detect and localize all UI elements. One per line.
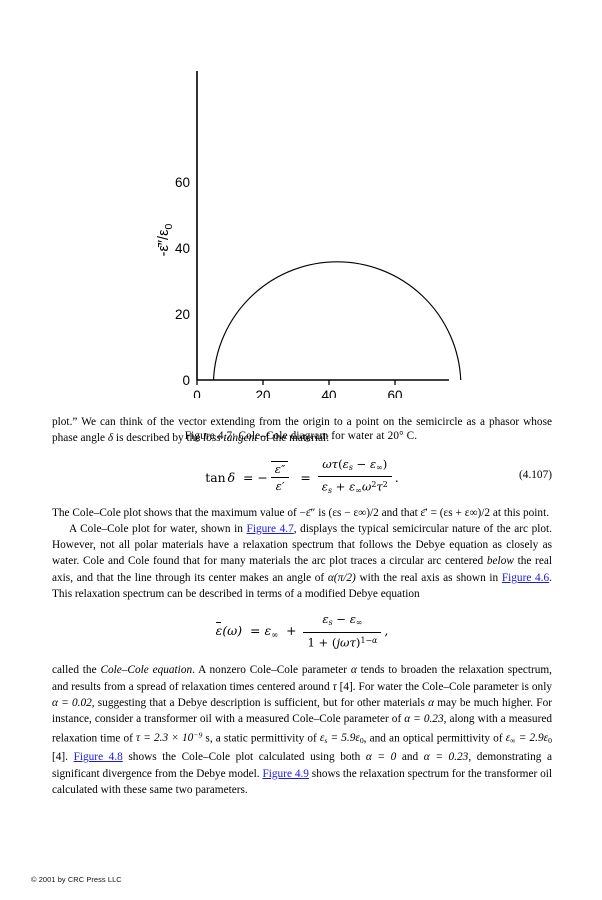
eq1-frac-left-num: ε″ xyxy=(270,460,290,478)
p4-alpha-value-water: α = 0.02 xyxy=(52,696,92,709)
eq2-comma: , xyxy=(384,623,389,639)
eq2-equals: = xyxy=(250,623,261,639)
x-tick-label-40: 40 xyxy=(321,388,336,398)
p3-text-a: A Cole–Cole plot for water, shown in xyxy=(69,522,247,535)
p4-cole-cole-equation: Cole–Cole equation xyxy=(100,664,193,677)
p4-alpha-value-oil: α = 0.23 xyxy=(404,713,444,726)
p3-text-c: the real axis, and that the line through… xyxy=(52,555,552,584)
p4-tau-1: τ xyxy=(332,680,337,693)
eq1-equals: = xyxy=(243,469,254,485)
eq1-tan: tan xyxy=(205,469,226,485)
x-tick-label-60: 60 xyxy=(387,388,402,398)
p3-text-d: with the real axis as shown in xyxy=(355,571,502,584)
x-tick-label-0: 0 xyxy=(193,388,201,398)
p4-text-i: , and an optical permittivity of xyxy=(363,732,506,745)
p4-text-b: . A nonzero Cole–Cole parameter xyxy=(192,664,351,677)
p1-delta: δ xyxy=(107,432,114,445)
paragraph-4: called the Cole–Cole equation. A nonzero… xyxy=(52,662,552,798)
equation-4-107: tan δ = − ε″ ε′ = ωτ(εs − ε∞) εs + ε∞ω2τ2 … xyxy=(52,456,552,496)
p1-text-b: is described by the xyxy=(113,432,204,445)
y-tick-label-20: 20 xyxy=(175,307,190,322)
eq2-fraction: εs − ε∞ 1 + (jωτ)1−α xyxy=(303,612,382,650)
equation-4-107-body: tan δ = − ε″ ε′ = ωτ(εs − ε∞) εs + ε∞ω2τ2 … xyxy=(52,457,552,499)
y-axis-title-sub: 0 xyxy=(163,223,175,229)
p4-text-l: and xyxy=(396,751,424,764)
p4-text-m: , demonstrating a significant divergence… xyxy=(52,751,552,780)
eq1-frac-left-den: ε′ xyxy=(270,476,290,493)
equation-modified-debye: ε(ω) = ε∞ + εs − ε∞ 1 + (jωτ)1−α , xyxy=(52,611,552,653)
chart-svg: 0 20 40 60 0 20 40 60 -ε̄″/ε0 ε̄′/ε0 xyxy=(156,71,462,398)
cole-cole-chart: 0 20 40 60 0 20 40 60 -ε̄″/ε0 ε̄′/ε0 xyxy=(0,58,602,398)
paragraph-3: A Cole–Cole plot for water, shown in Fig… xyxy=(52,521,552,602)
eq1-equals-2: = xyxy=(300,469,311,485)
eq2-frac-den: 1 + (jωτ)1−α xyxy=(307,635,378,650)
y-tick-label-60: 60 xyxy=(175,175,190,190)
p1-text-a: plot.” We can think of the vector extend… xyxy=(52,416,552,445)
p1-loss-tangent: loss tangent xyxy=(203,432,258,445)
p4-text-f: may be much higher. For instance, consid… xyxy=(52,696,552,726)
paragraph-2: The Cole–Cole plot shows that the maximu… xyxy=(52,505,552,521)
eq1-minus: − xyxy=(257,469,268,485)
eq1-period: . xyxy=(394,469,399,485)
equation-4-107-number: (4.107) xyxy=(519,468,552,481)
p4-text-g: , along with a measured relaxation time … xyxy=(52,713,552,745)
p4-eps-inf-value: ε∞ = 2.9ε0 xyxy=(505,732,552,746)
link-figure-4-8[interactable]: Figure 4.8 xyxy=(73,751,123,764)
semicircle-curve xyxy=(212,261,462,381)
eq2-frac-num: εs − ε∞ xyxy=(303,612,382,633)
p4-text-a: called the xyxy=(52,664,101,677)
p4-alpha-023: α = 0.23 xyxy=(423,751,469,764)
p4-text-d: [4]. For water the Cole–Cole parameter i… xyxy=(336,680,552,693)
y-tick-label-0: 0 xyxy=(182,373,190,388)
eq1-delta: δ xyxy=(227,469,236,485)
y-axis-title: -ε̄″/ε0 xyxy=(156,223,175,256)
p4-text-j: [4]. xyxy=(52,751,74,764)
figure-caption: Figure 4.7: Cole–Cole diagram for water … xyxy=(184,430,418,442)
link-figure-4-7[interactable]: Figure 4.7 xyxy=(246,522,294,535)
x-tick-label-20: 20 xyxy=(255,388,270,398)
p4-alpha-2: α xyxy=(428,696,434,709)
eq2-plus: + xyxy=(286,623,297,639)
p4-eps-s-value: εs = 5.9ε0 xyxy=(319,732,364,746)
eq2-lhs-arg: (ω) xyxy=(222,623,243,639)
eq1-frac-right-num: ωτ(εs − ε∞) xyxy=(317,457,392,477)
link-figure-4-9[interactable]: Figure 4.9 xyxy=(262,767,309,780)
p3-text-e: . This relaxation spectrum can be descri… xyxy=(52,571,552,601)
eq2-eps-inf: ε∞ xyxy=(264,623,279,640)
copyright-footer: © 2001 by CRC Press LLC xyxy=(31,875,122,884)
p4-alpha-1: α xyxy=(350,664,357,677)
eq1-fraction-right: ωτ(εs − ε∞) εs + ε∞ω2τ2 xyxy=(317,457,392,498)
y-tick-label-40: 40 xyxy=(175,241,190,256)
p4-alpha-zero: α = 0 xyxy=(365,751,397,764)
p4-text-h: s, a static permittivity of xyxy=(202,732,320,745)
p4-text-k: shows the Cole–Cole plot calculated usin… xyxy=(122,751,366,764)
eq1-fraction-left: ε″ ε′ xyxy=(270,460,290,493)
p4-tau-value: τ = 2.3 × 10−9 xyxy=(136,730,203,745)
p3-text-b: , displays the typical semicircular natu… xyxy=(52,522,552,568)
body-text-column: plot.” We can think of the vector extend… xyxy=(52,414,552,798)
eq2-lhs: ε xyxy=(215,622,223,639)
figure-4-7: 0 20 40 60 0 20 40 60 -ε̄″/ε0 ε̄′/ε0 xyxy=(0,58,602,442)
p4-text-n: shows the relaxation spectrum for the tr… xyxy=(52,767,552,797)
p3-below: below xyxy=(486,555,514,568)
p4-text-c: tends to broaden the relaxation spectrum… xyxy=(52,664,553,693)
p1-text-c: of the material: xyxy=(257,432,330,445)
equation-modified-debye-body: ε(ω) = ε∞ + εs − ε∞ 1 + (jωτ)1−α , xyxy=(52,612,552,650)
p4-text-e: , suggesting that a Debye description is… xyxy=(91,696,429,709)
svg-text:-ε̄″/ε0: -ε̄″/ε0 xyxy=(156,223,175,256)
paragraph-1: plot.” We can think of the vector extend… xyxy=(52,414,552,447)
eq1-frac-right-den: εs + ε∞ω2τ2 xyxy=(321,479,388,495)
y-axis-title-main: -ε̄″/ε xyxy=(156,229,172,256)
link-figure-4-6[interactable]: Figure 4.6 xyxy=(501,571,550,584)
p3-alpha-pi: α(π/2) xyxy=(327,571,356,584)
p2-text: The Cole–Cole plot shows that the maximu… xyxy=(52,506,550,519)
